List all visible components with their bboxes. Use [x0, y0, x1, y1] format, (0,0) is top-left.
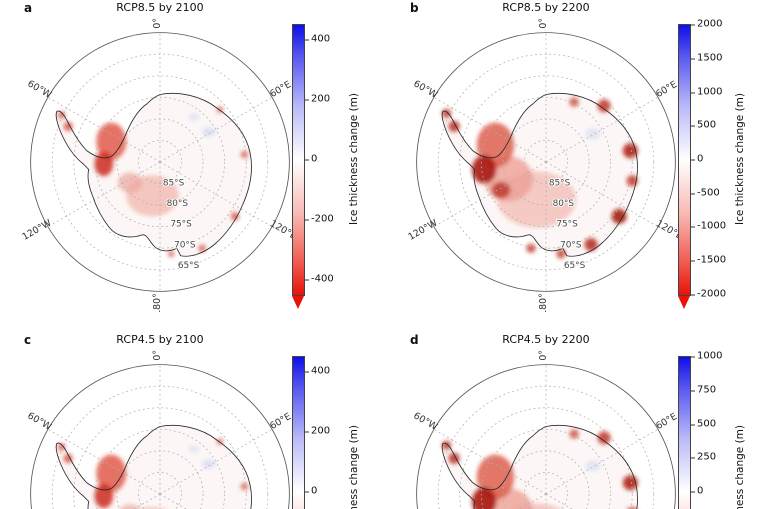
colorbar-tick-label: -1000 [690, 220, 727, 232]
colorbar-tick-label: 1500 [690, 52, 723, 64]
antarctica-map [19, 16, 300, 312]
colorbar-gradient [292, 356, 305, 509]
colorbar: 2000 1500 1000 500 0 -500 -1000 -1500 -2… [678, 19, 768, 334]
colorbar-tick-label: -400 [305, 273, 334, 285]
panel-b: b RCP8.5 by 2200 2000 1500 1000 500 0 -5… [386, 0, 768, 335]
colorbar-tick-label: 400 [304, 33, 331, 45]
colorbar-tick-label: 2000 [690, 18, 723, 30]
colorbar-gradient [292, 24, 305, 296]
colorbar-tick-label: 0 [304, 485, 318, 497]
colorbar-tick-label: 1000 [690, 86, 723, 98]
colorbar-tick-label: 0 [690, 485, 704, 497]
colorbar-arrow-down-icon [292, 296, 304, 309]
panel-letter: d [410, 333, 419, 347]
colorbar-tick-label: 750 [690, 384, 717, 396]
colorbar: 400 200 0 Ice thickness change (m) [292, 356, 382, 509]
colorbar-axis-label: Ice thickness change (m) [348, 92, 360, 226]
panel-title: RCP4.5 by 2200 [502, 333, 590, 346]
panel-c: c RCP4.5 by 2100 400 200 0 Ice thickness… [0, 332, 382, 509]
panel-title: RCP4.5 by 2100 [116, 333, 204, 346]
antarctica-map [19, 348, 300, 509]
colorbar-axis-label: Ice thickness change (m) [734, 424, 746, 509]
panel-letter: c [24, 333, 32, 347]
panel-title: RCP8.5 by 2200 [502, 1, 590, 14]
colorbar: 1000 750 500 250 0 Ice thickness change … [678, 351, 768, 509]
colorbar: 400 200 0 -200 -400 Ice thickness change… [292, 24, 382, 334]
panel-letter: a [24, 1, 33, 15]
panel-letter: b [410, 1, 419, 15]
colorbar-tick-label: -500 [691, 187, 720, 199]
colorbar-tick-label: -1500 [690, 254, 727, 266]
colorbar-tick-label: 200 [304, 93, 331, 105]
colorbar-gradient [678, 356, 691, 509]
colorbar-tick-label: 400 [304, 365, 331, 377]
panel-d: d RCP4.5 by 2200 1000 750 500 250 0 Ice … [386, 332, 768, 509]
colorbar-gradient [678, 24, 691, 296]
colorbar-axis-label: Ice thickness change (m) [348, 424, 360, 509]
colorbar-tick-label: -200 [305, 213, 334, 225]
colorbar-tick-label: 0 [304, 153, 318, 165]
colorbar-tick-label: 200 [304, 425, 331, 437]
antarctica-map [405, 16, 686, 312]
colorbar-tick-label: -2000 [690, 288, 727, 300]
panel-title: RCP8.5 by 2100 [116, 1, 204, 14]
colorbar-tick-label: 0 [690, 153, 704, 165]
colorbar-tick-label: 500 [690, 119, 717, 131]
colorbar-tick-label: 250 [690, 451, 717, 463]
colorbar-tick-label: 1000 [690, 350, 723, 362]
colorbar-tick-label: 500 [690, 418, 717, 430]
colorbar-axis-label: Ice thickness change (m) [734, 92, 746, 226]
panel-a: a RCP8.5 by 2100 400 200 0 -200 -400 Ice… [0, 0, 382, 335]
antarctica-map [405, 348, 686, 509]
colorbar-arrow-down-icon [678, 296, 690, 309]
